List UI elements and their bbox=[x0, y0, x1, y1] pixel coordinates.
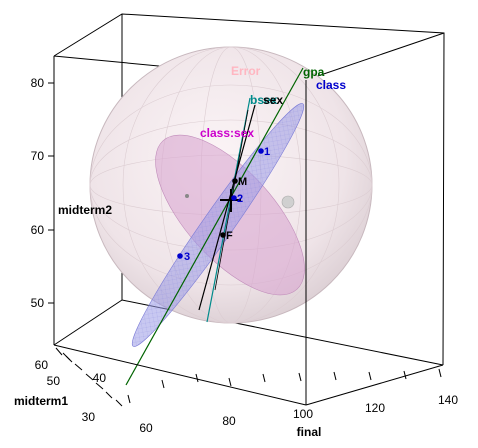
box-right-top-edge bbox=[305, 32, 445, 81]
z-axis-title: midterm1 bbox=[14, 394, 68, 408]
class-ellipse bbox=[131, 103, 305, 347]
x-axis: 60 80 100 120 140 final bbox=[127, 368, 458, 439]
z-axis: 60 50 40 30 midterm1 bbox=[14, 347, 123, 424]
term-labels: Error gpa class bsex sex class:sex bbox=[200, 64, 346, 140]
mean-point-F bbox=[220, 232, 226, 238]
x-tick-label: 80 bbox=[222, 414, 236, 428]
z-tick-label: 60 bbox=[35, 358, 49, 372]
mean-label-1: 1 bbox=[264, 146, 270, 158]
bsex-line bbox=[206, 97, 251, 323]
z-tick-label: 50 bbox=[47, 374, 61, 388]
term-label-gpa: gpa bbox=[303, 65, 325, 79]
y-tick-label: 60 bbox=[31, 223, 45, 237]
box-back-edges bbox=[53, 13, 445, 366]
mean-point-3 bbox=[177, 253, 183, 259]
mean-point-1 bbox=[258, 148, 264, 154]
mean-label-2: 2 bbox=[237, 193, 243, 205]
term-label-sex: sex bbox=[263, 93, 283, 107]
ellipsoid-pole-mark bbox=[185, 194, 189, 198]
box-back-floor-edge bbox=[53, 299, 123, 346]
x-axis-title: final bbox=[297, 425, 322, 439]
y-axis: 80 70 60 50 midterm2 bbox=[31, 76, 113, 310]
group-means bbox=[177, 148, 264, 259]
z-tick-label: 40 bbox=[93, 371, 107, 385]
mean-point-2 bbox=[231, 195, 237, 201]
y-tick-label: 80 bbox=[31, 76, 45, 90]
x-tick-label: 140 bbox=[438, 393, 458, 407]
mean-label-3: 3 bbox=[184, 251, 190, 263]
term-label-class-sex: class:sex bbox=[200, 126, 254, 140]
mean-point-M bbox=[232, 178, 238, 184]
group-mean-labels: M F 1 2 3 bbox=[184, 146, 270, 263]
term-label-class: class bbox=[316, 78, 346, 92]
y-tick-label: 50 bbox=[31, 296, 45, 310]
y-axis-title: midterm2 bbox=[58, 203, 112, 217]
mean-label-M: M bbox=[238, 176, 247, 188]
x-tick-label: 100 bbox=[293, 407, 313, 421]
x-tick-label: 120 bbox=[365, 401, 385, 415]
x-tick-label: 60 bbox=[139, 421, 153, 435]
y-tick-label: 70 bbox=[31, 149, 45, 163]
term-label-error: Error bbox=[231, 64, 261, 78]
z-tick-label: 30 bbox=[82, 410, 96, 424]
grand-mean-cross bbox=[220, 189, 241, 212]
bounding-box-front bbox=[53, 56, 444, 406]
sex-line bbox=[198, 104, 256, 311]
ellipsoid-pole-mark bbox=[281, 195, 295, 209]
term-label-bsex: bsex bbox=[250, 93, 278, 107]
mean-label-F: F bbox=[226, 230, 233, 242]
gpa-line bbox=[125, 67, 304, 386]
